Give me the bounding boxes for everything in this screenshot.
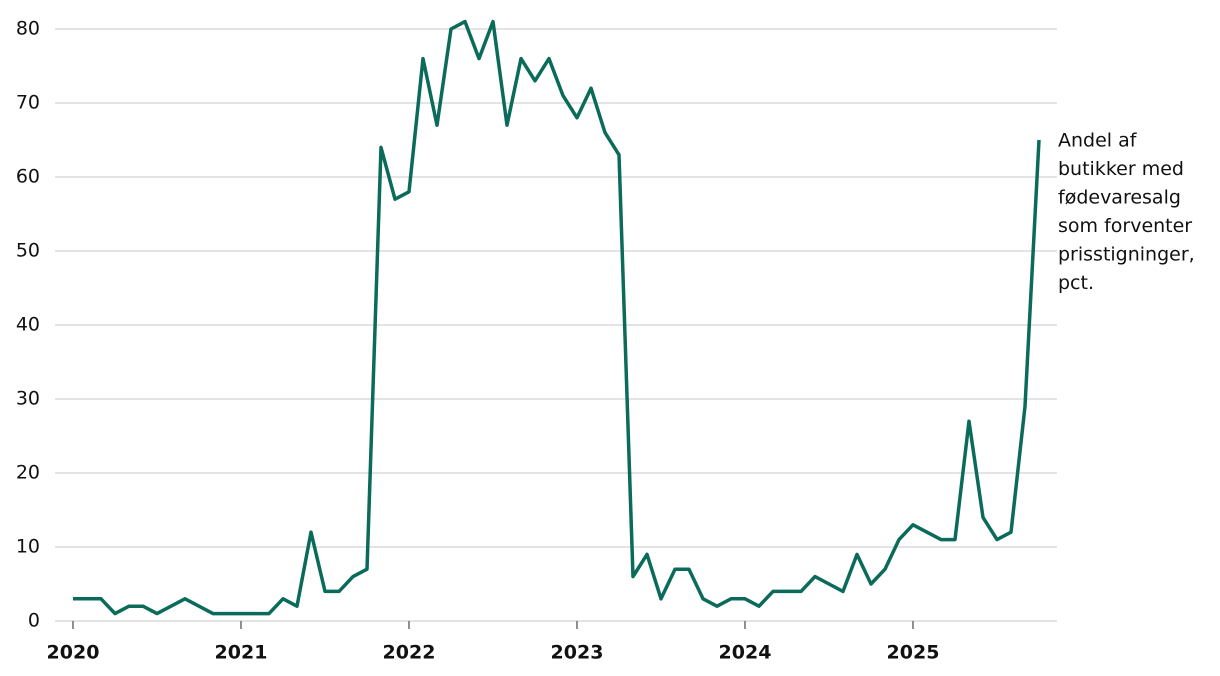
- y-tick-label: 30: [16, 388, 40, 410]
- annotation: prisstigninger,: [1058, 244, 1195, 266]
- annotation: Andel af: [1058, 130, 1138, 152]
- annotation: som forventer: [1058, 215, 1192, 237]
- y-tick-label: 0: [28, 610, 40, 632]
- x-tick-label: 2022: [383, 642, 436, 664]
- data-line: [73, 19, 1041, 616]
- x-tick-label: 2023: [551, 642, 604, 664]
- y-tick-label: 70: [16, 92, 40, 114]
- annotation: fødevaresalg: [1058, 187, 1181, 209]
- y-tick-label: 10: [16, 536, 40, 558]
- y-tick-label: 40: [16, 314, 40, 336]
- y-tick-label: 60: [16, 166, 40, 188]
- y-tick-label: 80: [16, 18, 40, 40]
- x-tick-label: 2025: [887, 642, 940, 664]
- x-tick-label: 2021: [215, 642, 268, 664]
- y-tick-label: 20: [16, 462, 40, 484]
- x-tick-label: 2024: [719, 642, 772, 664]
- y-tick-label: 50: [16, 240, 40, 262]
- annotation: butikker med: [1058, 158, 1184, 180]
- x-tick-label: 2020: [47, 642, 100, 664]
- annotation: pct.: [1058, 272, 1094, 294]
